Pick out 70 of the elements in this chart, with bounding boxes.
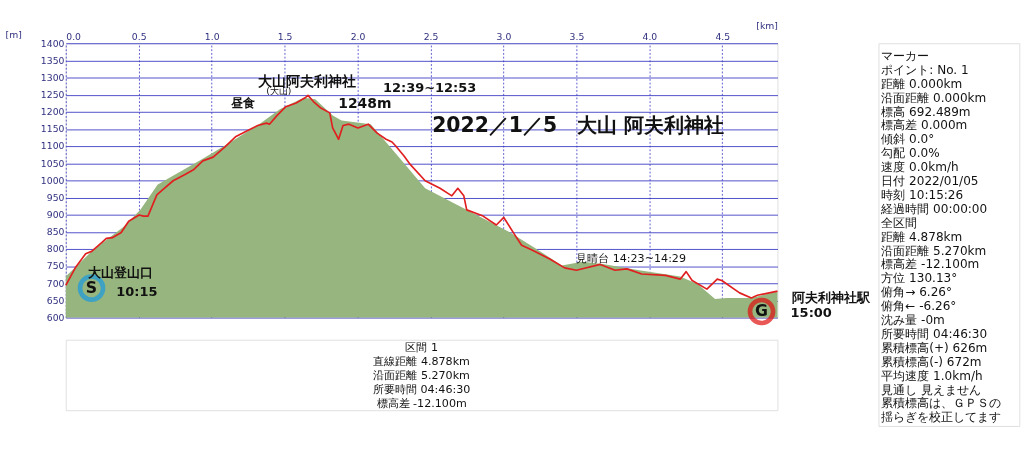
x-tick-label: 1.5: [277, 31, 293, 43]
x-tick-label: 0.0: [66, 31, 82, 43]
text: 平均速度 1.0km/h: [881, 368, 983, 383]
y-tick-label: 900: [46, 208, 65, 220]
text: 速度 0.0km/h: [881, 160, 959, 175]
y-tick-label: 1050: [40, 157, 65, 169]
y-axis-title: [m]: [5, 29, 22, 41]
text: 俯角→ 6.26°: [881, 285, 953, 300]
text: ポイント: No. 1: [881, 62, 969, 77]
x-tick-label: 3.0: [496, 31, 512, 43]
y-tick-label: 1400: [40, 37, 65, 49]
text: 傾斜 0.0°: [881, 132, 935, 147]
y-tick-label: 1000: [40, 174, 65, 186]
text: 所要時間 04:46:30: [372, 382, 471, 396]
text: 時刻 10:15:26: [881, 187, 964, 202]
text: 沈み量 -0m: [881, 313, 945, 328]
y-tick-label: 1300: [40, 71, 65, 83]
text: 標高 692.489m: [881, 104, 971, 119]
y-tick-label: 950: [46, 191, 65, 203]
x-tick-label: 3.5: [569, 31, 585, 43]
text: 直線距離 4.878km: [373, 354, 470, 368]
annotation: 見晴台 14:23~14:29: [576, 251, 687, 265]
text: マーカー: [881, 48, 930, 63]
x-tick-label: 1.0: [204, 31, 220, 43]
x-tick-label: 0.5: [131, 31, 147, 43]
y-tick-label: 1250: [40, 88, 65, 100]
text: 沿面距離 5.270km: [881, 243, 987, 258]
text: 2022／1／5 大山 阿夫利神社: [432, 113, 725, 138]
y-tick-label: 850: [46, 226, 65, 238]
annotation: 昼食: [230, 96, 256, 111]
y-tick-label: 1150: [40, 123, 65, 135]
text: 阿夫利神社駅: [791, 289, 871, 305]
text: 距離 4.878km: [881, 229, 963, 244]
text: 距離 0.000km: [881, 76, 963, 91]
annotation: 12:39~12:53: [382, 79, 477, 95]
text: 累積標高(-) 672m: [881, 354, 982, 369]
text: 見通し 見えません: [881, 382, 982, 397]
text: 沿面距離 5.270km: [373, 368, 470, 382]
y-tick-label: 700: [46, 277, 65, 289]
annotation: 10:15: [116, 283, 158, 299]
text: 標高差 0.000m: [881, 118, 968, 133]
text: 日付 2022/01/05: [881, 174, 979, 189]
text: 勾配 0.0%: [881, 146, 940, 161]
text: 沿面距離 0.000km: [881, 90, 987, 105]
x-axis-title: [km]: [756, 19, 778, 31]
text: 累積標高は、ＧＰＳの揺らぎを校正してます: [881, 396, 1002, 425]
text: 所要時間 04:46:30: [881, 326, 988, 341]
y-tick-label: 650: [46, 294, 65, 306]
text: 俯角← -6.26°: [881, 299, 957, 314]
y-tick-label: 1200: [40, 106, 65, 118]
y-tick-label: 600: [46, 311, 65, 323]
text: 標高差 -12.100m: [881, 257, 980, 272]
x-tick-label: 4.5: [715, 31, 731, 43]
text: 累積標高(+) 626m: [881, 340, 988, 355]
y-tick-label: 800: [46, 243, 65, 255]
annotation: G: [755, 301, 768, 321]
text: 全区間: [881, 215, 918, 230]
text: 経過時間 00:00:00: [880, 201, 988, 216]
y-tick-label: 1100: [40, 140, 65, 152]
text: 区間 1: [405, 340, 438, 354]
y-tick-label: 750: [46, 260, 65, 272]
text: 標高差 -12.100m: [376, 396, 467, 410]
x-tick-label: 2.0: [350, 31, 366, 43]
annotation: 1248m: [338, 94, 392, 111]
annotation: 大山登山口: [88, 265, 154, 281]
y-tick-label: 1350: [40, 54, 65, 66]
x-tick-label: 2.5: [423, 31, 439, 43]
text: 15:00: [790, 304, 832, 320]
text: 方位 130.13°: [881, 271, 958, 286]
x-tick-label: 4.0: [642, 31, 658, 43]
